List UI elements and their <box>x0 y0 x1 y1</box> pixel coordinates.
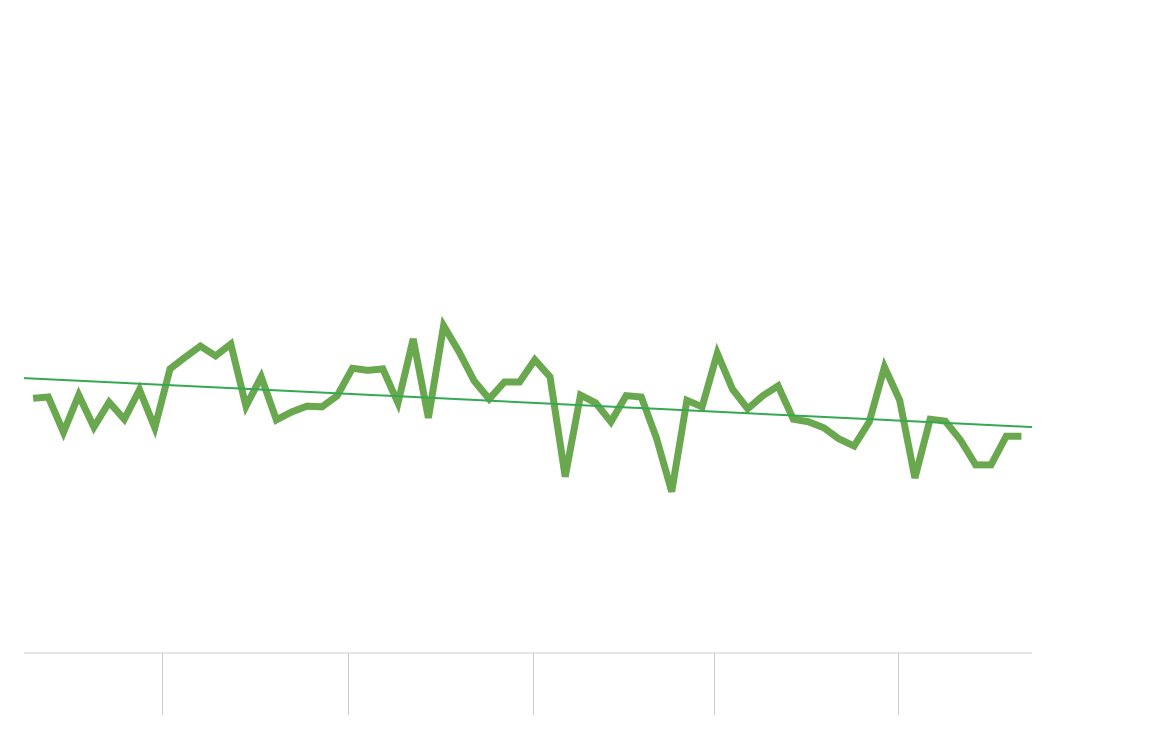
trendline <box>23 377 1033 429</box>
series-line <box>32 315 1022 493</box>
